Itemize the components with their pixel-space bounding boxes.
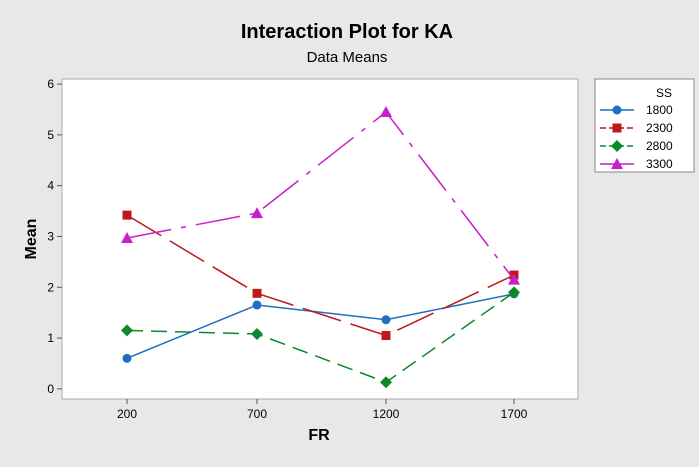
- data-point-3300: [508, 273, 520, 285]
- data-point-2800: [251, 327, 263, 340]
- legend-title: SS: [656, 86, 672, 100]
- legend-label: 2300: [646, 121, 673, 135]
- x-axis: 200 700 1200 1700: [117, 399, 528, 421]
- series-line-1800: [126, 293, 515, 360]
- legend-swatch-marker: [611, 140, 623, 152]
- legend: SS 1800 2300 2800 3300: [594, 78, 695, 173]
- x-tick-label: 1200: [373, 407, 400, 421]
- series-3300: [121, 106, 520, 285]
- series-line-2800: [126, 291, 515, 384]
- x-axis-title: FR: [308, 427, 330, 444]
- data-point-1800: [122, 353, 132, 363]
- data-point-2800: [380, 376, 392, 389]
- data-point-2800: [121, 324, 133, 337]
- series-layer: [121, 106, 520, 389]
- y-tick-label: 2: [47, 280, 54, 294]
- series-line-3300: [126, 110, 515, 281]
- x-tick-label: 700: [247, 407, 267, 421]
- legend-box: [594, 78, 695, 173]
- legend-label: 3300: [646, 157, 673, 171]
- data-point-3300: [251, 207, 263, 219]
- y-axis: 0 1 2 3 4 5 6: [47, 77, 62, 396]
- legend-item-2300: 2300: [600, 121, 673, 135]
- legend-items: 1800 2300 2800 3300: [600, 103, 673, 171]
- y-tick-label: 5: [47, 128, 54, 142]
- legend-swatch-marker: [611, 158, 623, 169]
- data-point-1800: [252, 300, 262, 310]
- legend-swatch-marker: [612, 123, 622, 133]
- y-tick-label: 6: [47, 77, 54, 91]
- series-2800: [121, 286, 520, 389]
- chart-title: Interaction Plot for KA: [241, 21, 453, 43]
- data-point-2300: [122, 210, 132, 220]
- legend-swatch-marker: [612, 105, 622, 115]
- legend-item-1800: 1800: [600, 103, 673, 117]
- data-point-1800: [381, 315, 391, 325]
- data-point-2300: [252, 288, 262, 298]
- legend-item-2800: 2800: [600, 139, 673, 153]
- legend-item-3300: 3300: [600, 157, 673, 171]
- plot-area: [61, 78, 579, 400]
- data-point-3300: [380, 106, 392, 118]
- data-point-2300: [381, 331, 391, 341]
- legend-label: 1800: [646, 103, 673, 117]
- data-point-2800: [508, 286, 520, 299]
- x-tick-label: 1700: [501, 407, 528, 421]
- chart-subtitle: Data Means: [307, 49, 388, 66]
- x-tick-label: 200: [117, 407, 137, 421]
- y-tick-label: 3: [47, 229, 54, 243]
- y-axis-title: Mean: [23, 219, 40, 260]
- y-tick-label: 4: [47, 179, 54, 193]
- y-tick-label: 1: [47, 331, 54, 345]
- series-line-2300: [126, 214, 515, 337]
- y-tick-label: 0: [47, 382, 54, 396]
- legend-label: 2800: [646, 139, 673, 153]
- data-point-3300: [121, 231, 133, 243]
